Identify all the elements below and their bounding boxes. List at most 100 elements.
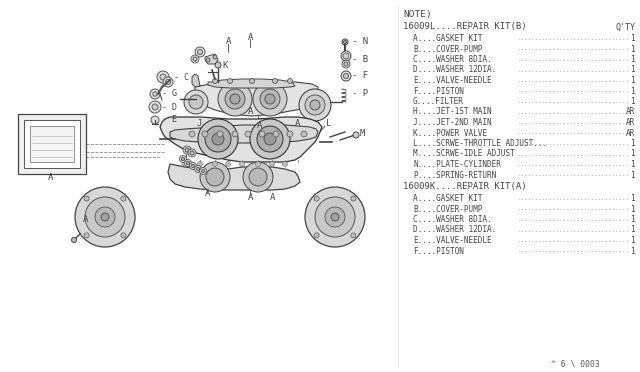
- Text: A: A: [248, 32, 253, 42]
- Text: K....POWER VALVE: K....POWER VALVE: [413, 128, 487, 138]
- Text: A: A: [248, 192, 253, 202]
- Text: C....WASHER 8DIA.: C....WASHER 8DIA.: [413, 55, 492, 64]
- Circle shape: [314, 196, 319, 201]
- Circle shape: [299, 89, 331, 121]
- Circle shape: [200, 167, 207, 174]
- Text: 1: 1: [630, 236, 635, 245]
- Text: 1: 1: [630, 150, 635, 158]
- Text: AR: AR: [626, 108, 635, 116]
- Circle shape: [301, 131, 307, 137]
- Text: 1: 1: [630, 55, 635, 64]
- Text: 1: 1: [630, 160, 635, 169]
- Text: - C: - C: [174, 73, 189, 81]
- Circle shape: [166, 80, 170, 84]
- Polygon shape: [168, 164, 300, 190]
- Circle shape: [190, 151, 194, 155]
- Circle shape: [217, 131, 223, 137]
- Text: ................................: ................................: [518, 162, 630, 167]
- Circle shape: [325, 207, 345, 227]
- Text: ................................: ................................: [518, 196, 630, 201]
- Bar: [24, 120, 80, 168]
- Text: AR: AR: [626, 128, 635, 138]
- Text: L: L: [326, 119, 332, 128]
- Circle shape: [342, 39, 348, 45]
- Text: 16009K....REPAIR KIT(A): 16009K....REPAIR KIT(A): [403, 183, 527, 192]
- Text: 1: 1: [630, 97, 635, 106]
- Circle shape: [202, 170, 205, 173]
- Circle shape: [212, 133, 224, 145]
- Circle shape: [200, 162, 230, 192]
- Text: 1: 1: [630, 65, 635, 74]
- Circle shape: [157, 71, 169, 83]
- Circle shape: [287, 78, 292, 83]
- Circle shape: [191, 55, 199, 63]
- Circle shape: [255, 161, 260, 167]
- Circle shape: [184, 160, 191, 167]
- Circle shape: [305, 187, 365, 247]
- Text: A: A: [226, 38, 232, 46]
- Circle shape: [225, 161, 230, 167]
- Polygon shape: [205, 54, 218, 64]
- Text: F....PISTON: F....PISTON: [413, 247, 464, 256]
- Circle shape: [195, 166, 202, 173]
- Text: ................................: ................................: [518, 151, 630, 157]
- Circle shape: [239, 161, 244, 167]
- Text: ................................: ................................: [518, 78, 630, 83]
- Bar: [18, 114, 86, 174]
- Polygon shape: [192, 74, 200, 87]
- Circle shape: [287, 131, 293, 137]
- Text: - G: - G: [162, 90, 177, 99]
- Circle shape: [198, 49, 202, 55]
- Text: F....PISTON: F....PISTON: [413, 87, 464, 96]
- Circle shape: [273, 78, 278, 83]
- Text: ................................: ................................: [518, 57, 630, 62]
- Circle shape: [331, 213, 339, 221]
- Circle shape: [206, 58, 210, 62]
- Polygon shape: [160, 117, 322, 162]
- Circle shape: [341, 71, 351, 81]
- Circle shape: [182, 161, 188, 167]
- Text: N....PLATE-CYLINDER: N....PLATE-CYLINDER: [413, 160, 501, 169]
- Text: G....FILTER: G....FILTER: [413, 97, 464, 106]
- Text: ................................: ................................: [518, 131, 630, 135]
- Circle shape: [189, 131, 195, 137]
- Text: A: A: [48, 173, 53, 182]
- Circle shape: [314, 233, 319, 238]
- Circle shape: [344, 41, 346, 44]
- Circle shape: [315, 197, 355, 237]
- Text: 1: 1: [630, 225, 635, 234]
- Text: - D: - D: [162, 103, 177, 112]
- Circle shape: [310, 100, 320, 110]
- Text: ................................: ................................: [518, 36, 630, 41]
- Circle shape: [343, 53, 349, 59]
- Circle shape: [257, 126, 283, 152]
- Text: P....SPRING-RETURN: P....SPRING-RETURN: [413, 170, 496, 180]
- Text: - N: - N: [352, 38, 368, 46]
- Circle shape: [196, 167, 200, 170]
- Circle shape: [198, 161, 202, 167]
- Text: L....SCRWE-THROTTLE ADJUST...: L....SCRWE-THROTTLE ADJUST...: [413, 139, 547, 148]
- Text: ................................: ................................: [518, 206, 630, 212]
- Text: ................................: ................................: [518, 109, 630, 115]
- Text: H: H: [185, 148, 190, 157]
- Text: A: A: [295, 119, 300, 128]
- Circle shape: [351, 196, 356, 201]
- Circle shape: [342, 60, 350, 68]
- Polygon shape: [208, 79, 295, 88]
- Text: 1: 1: [630, 247, 635, 256]
- Circle shape: [227, 78, 232, 83]
- Circle shape: [121, 196, 126, 201]
- Text: A: A: [257, 121, 262, 129]
- Circle shape: [151, 116, 159, 124]
- Circle shape: [344, 62, 348, 66]
- Circle shape: [250, 119, 290, 159]
- Circle shape: [232, 131, 238, 137]
- Circle shape: [163, 77, 173, 87]
- Circle shape: [95, 207, 115, 227]
- Circle shape: [188, 149, 196, 157]
- Circle shape: [269, 161, 275, 167]
- Circle shape: [351, 233, 356, 238]
- Circle shape: [182, 157, 184, 160]
- Circle shape: [245, 131, 251, 137]
- Polygon shape: [195, 82, 318, 116]
